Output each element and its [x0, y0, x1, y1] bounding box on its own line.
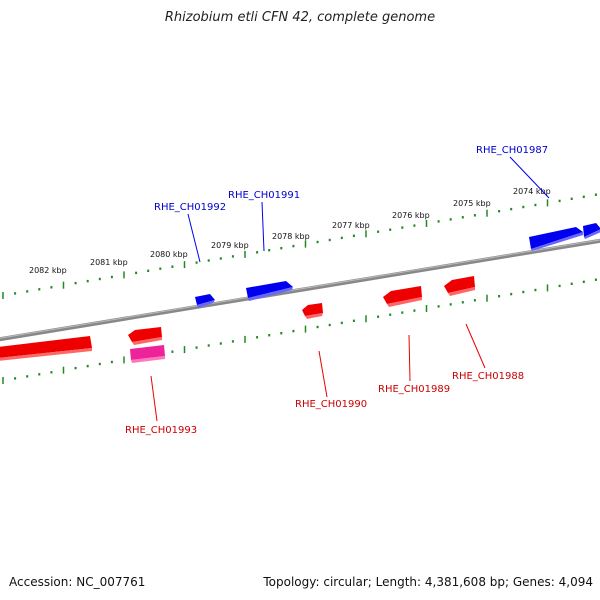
- gene-RHE_CH01989[interactable]: [383, 286, 422, 307]
- gene-RHE_CH01991[interactable]: [246, 281, 293, 301]
- gene-pseudo-RHE_CH01993[interactable]: [130, 345, 165, 363]
- leader-RHE_CH01992: [187, 213, 201, 263]
- genome-backbone: [0, 238, 600, 342]
- leader-RHE_CH01988: [465, 323, 486, 369]
- gene-label-RHE_CH01991[interactable]: RHE_CH01991: [228, 190, 300, 201]
- tick-label-2082: 2082 kbp: [29, 266, 67, 275]
- gene-label-RHE_CH01993[interactable]: RHE_CH01993: [125, 425, 197, 436]
- gene-left-edge[interactable]: [0, 336, 92, 361]
- tick-label-2076: 2076 kbp: [392, 211, 430, 220]
- lower-ruler: [2, 278, 597, 384]
- accession-text: Accession: NC_007761: [9, 575, 146, 589]
- tick-label-2078: 2078 kbp: [272, 232, 310, 241]
- leader-RHE_CH01987: [509, 156, 550, 199]
- leader-RHE_CH01993: [150, 375, 158, 422]
- upper-ruler: [2, 193, 597, 299]
- leader-RHE_CH01991: [261, 201, 265, 252]
- gene-arrow-right-edge[interactable]: [583, 223, 600, 239]
- tick-label-2075: 2075 kbp: [453, 199, 491, 208]
- genome-summary-text: Topology: circular; Length: 4,381,608 bp…: [263, 575, 593, 589]
- gene-label-RHE_CH01990[interactable]: RHE_CH01990: [295, 399, 367, 410]
- leader-RHE_CH01989: [408, 334, 411, 382]
- gene-RHE_CH01988[interactable]: [444, 276, 475, 296]
- genome-title: Rhizobium etli CFN 42, complete genome: [164, 10, 436, 25]
- tick-label-2079: 2079 kbp: [211, 241, 249, 250]
- gene-label-RHE_CH01987[interactable]: RHE_CH01987: [476, 145, 548, 156]
- gene-label-RHE_CH01988[interactable]: RHE_CH01988: [452, 371, 524, 382]
- gene-RHE_CH01990[interactable]: [302, 303, 323, 319]
- tick-label-2081: 2081 kbp: [90, 258, 128, 267]
- gene-RHE_CH01987[interactable]: [529, 227, 583, 251]
- tick-label-2080: 2080 kbp: [150, 250, 188, 259]
- genome-backbone-highlight: [0, 239, 600, 339]
- gene-label-RHE_CH01989[interactable]: RHE_CH01989: [378, 384, 450, 395]
- gene-RHE_CH01993[interactable]: [128, 327, 162, 345]
- tick-label-2077: 2077 kbp: [332, 221, 370, 230]
- tick-label-2074: 2074 kbp: [513, 187, 551, 196]
- gene-label-RHE_CH01992[interactable]: RHE_CH01992: [154, 202, 226, 213]
- leader-RHE_CH01990: [318, 350, 328, 398]
- gene-RHE_CH01992[interactable]: [195, 294, 215, 308]
